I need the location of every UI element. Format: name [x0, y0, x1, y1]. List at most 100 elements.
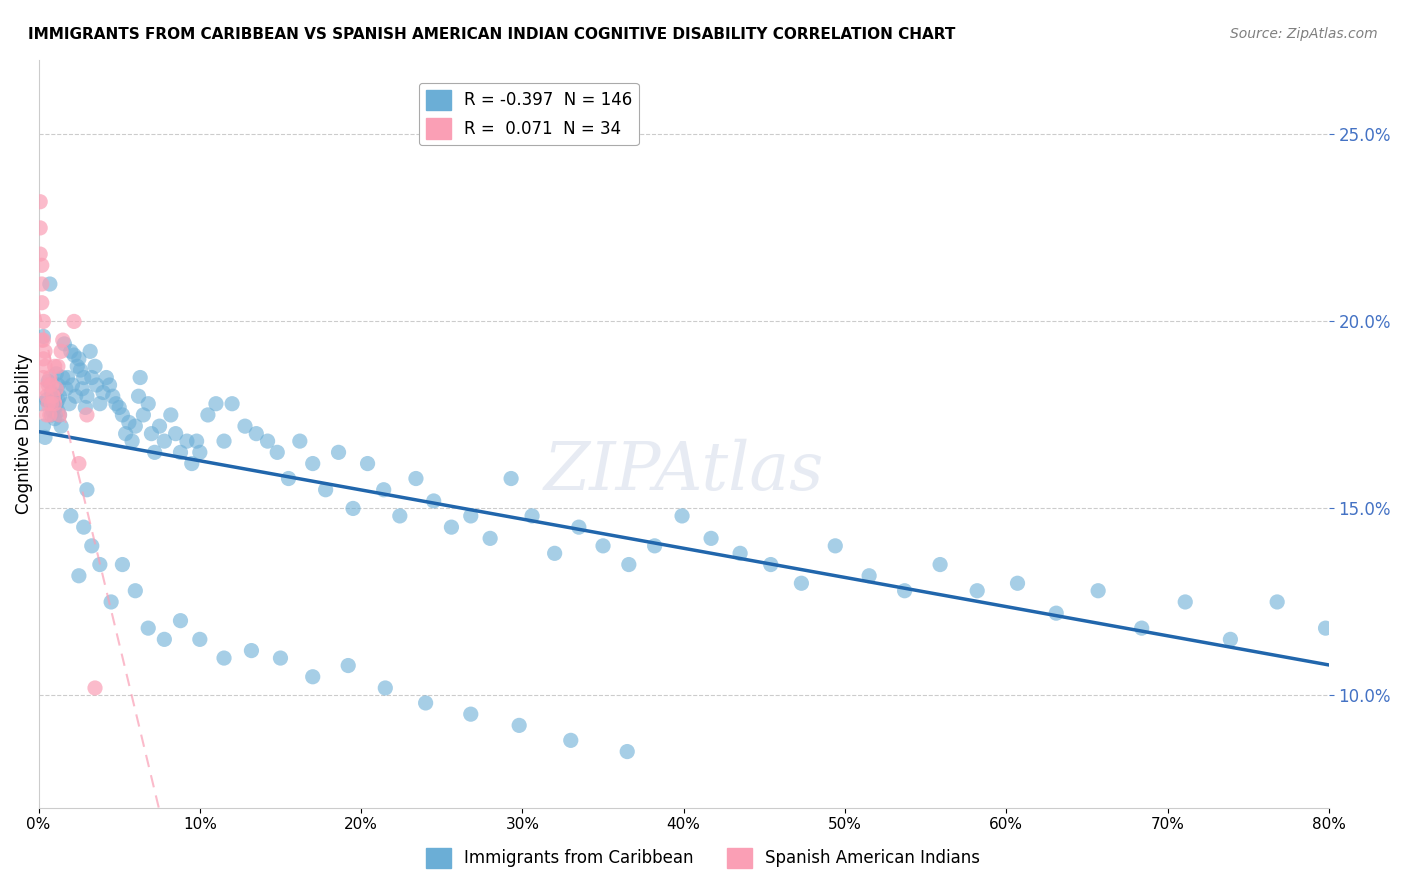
Immigrants from Caribbean — [128, 389, 150, 403]
Immigrants from Caribbean — [44, 389, 66, 403]
Immigrants from Caribbean — [98, 378, 121, 392]
Immigrants from Caribbean — [44, 411, 66, 425]
Immigrants from Caribbean — [101, 389, 124, 403]
Immigrants from Caribbean — [405, 471, 427, 485]
Legend: Immigrants from Caribbean, Spanish American Indians: Immigrants from Caribbean, Spanish Ameri… — [419, 841, 987, 875]
Immigrants from Caribbean — [70, 382, 93, 396]
Immigrants from Caribbean — [45, 397, 67, 411]
Immigrants from Caribbean — [121, 434, 143, 449]
Spanish American Indians — [38, 370, 60, 384]
Immigrants from Caribbean — [89, 558, 111, 572]
Immigrants from Caribbean — [124, 419, 146, 434]
Spanish American Indians — [44, 359, 66, 374]
Immigrants from Caribbean — [42, 404, 65, 418]
Immigrants from Caribbean — [373, 483, 395, 497]
Immigrants from Caribbean — [301, 457, 323, 471]
Immigrants from Caribbean — [114, 426, 136, 441]
Spanish American Indians — [34, 359, 56, 374]
Immigrants from Caribbean — [35, 392, 58, 407]
Immigrants from Caribbean — [479, 532, 502, 546]
Spanish American Indians — [31, 258, 53, 272]
Immigrants from Caribbean — [118, 416, 141, 430]
Immigrants from Caribbean — [124, 583, 146, 598]
Immigrants from Caribbean — [76, 389, 98, 403]
Immigrants from Caribbean — [221, 397, 243, 411]
Spanish American Indians — [67, 457, 90, 471]
Immigrants from Caribbean — [165, 426, 187, 441]
Immigrants from Caribbean — [169, 445, 191, 459]
Immigrants from Caribbean — [67, 568, 90, 582]
Immigrants from Caribbean — [38, 277, 60, 291]
Immigrants from Caribbean — [1315, 621, 1337, 635]
Legend: R = -0.397  N = 146, R =  0.071  N = 34: R = -0.397 N = 146, R = 0.071 N = 34 — [419, 83, 638, 145]
Spanish American Indians — [32, 351, 55, 366]
Immigrants from Caribbean — [48, 408, 70, 422]
Immigrants from Caribbean — [197, 408, 219, 422]
Spanish American Indians — [34, 344, 56, 359]
Spanish American Indians — [41, 378, 63, 392]
Immigrants from Caribbean — [53, 337, 76, 351]
Immigrants from Caribbean — [63, 348, 86, 362]
Immigrants from Caribbean — [245, 426, 267, 441]
Immigrants from Caribbean — [560, 733, 582, 747]
Spanish American Indians — [31, 333, 53, 347]
Immigrants from Caribbean — [501, 471, 523, 485]
Immigrants from Caribbean — [266, 445, 288, 459]
Immigrants from Caribbean — [893, 583, 915, 598]
Immigrants from Caribbean — [80, 539, 103, 553]
Immigrants from Caribbean — [328, 445, 350, 459]
Immigrants from Caribbean — [75, 401, 97, 415]
Immigrants from Caribbean — [67, 351, 90, 366]
Immigrants from Caribbean — [422, 494, 444, 508]
Immigrants from Caribbean — [520, 508, 543, 523]
Spanish American Indians — [35, 389, 58, 403]
Immigrants from Caribbean — [69, 363, 91, 377]
Immigrants from Caribbean — [374, 681, 396, 695]
Immigrants from Caribbean — [180, 457, 202, 471]
Immigrants from Caribbean — [415, 696, 437, 710]
Spanish American Indians — [32, 314, 55, 328]
Immigrants from Caribbean — [80, 370, 103, 384]
Immigrants from Caribbean — [31, 397, 53, 411]
Immigrants from Caribbean — [89, 397, 111, 411]
Spanish American Indians — [37, 378, 59, 392]
Immigrants from Caribbean — [84, 359, 107, 374]
Immigrants from Caribbean — [240, 643, 263, 657]
Immigrants from Caribbean — [37, 374, 59, 388]
Immigrants from Caribbean — [337, 658, 360, 673]
Immigrants from Caribbean — [460, 508, 482, 523]
Immigrants from Caribbean — [111, 558, 134, 572]
Immigrants from Caribbean — [388, 508, 411, 523]
Immigrants from Caribbean — [46, 378, 69, 392]
Immigrants from Caribbean — [141, 426, 163, 441]
Immigrants from Caribbean — [48, 389, 70, 403]
Spanish American Indians — [41, 397, 63, 411]
Immigrants from Caribbean — [45, 367, 67, 381]
Immigrants from Caribbean — [858, 568, 880, 582]
Immigrants from Caribbean — [205, 397, 228, 411]
Immigrants from Caribbean — [790, 576, 813, 591]
Spanish American Indians — [31, 295, 53, 310]
Immigrants from Caribbean — [176, 434, 198, 449]
Immigrants from Caribbean — [700, 532, 723, 546]
Spanish American Indians — [48, 408, 70, 422]
Immigrants from Caribbean — [49, 419, 72, 434]
Immigrants from Caribbean — [100, 595, 122, 609]
Immigrants from Caribbean — [108, 401, 131, 415]
Spanish American Indians — [34, 382, 56, 396]
Immigrants from Caribbean — [46, 404, 69, 418]
Immigrants from Caribbean — [76, 483, 98, 497]
Immigrants from Caribbean — [288, 434, 311, 449]
Immigrants from Caribbean — [42, 392, 65, 407]
Immigrants from Caribbean — [759, 558, 782, 572]
Immigrants from Caribbean — [1130, 621, 1153, 635]
Immigrants from Caribbean — [188, 632, 211, 647]
Immigrants from Caribbean — [1265, 595, 1288, 609]
Immigrants from Caribbean — [41, 408, 63, 422]
Immigrants from Caribbean — [73, 520, 96, 534]
Immigrants from Caribbean — [143, 445, 166, 459]
Immigrants from Caribbean — [41, 385, 63, 400]
Spanish American Indians — [49, 344, 72, 359]
Text: ZIPAtlas: ZIPAtlas — [544, 438, 824, 504]
Immigrants from Caribbean — [212, 651, 235, 665]
